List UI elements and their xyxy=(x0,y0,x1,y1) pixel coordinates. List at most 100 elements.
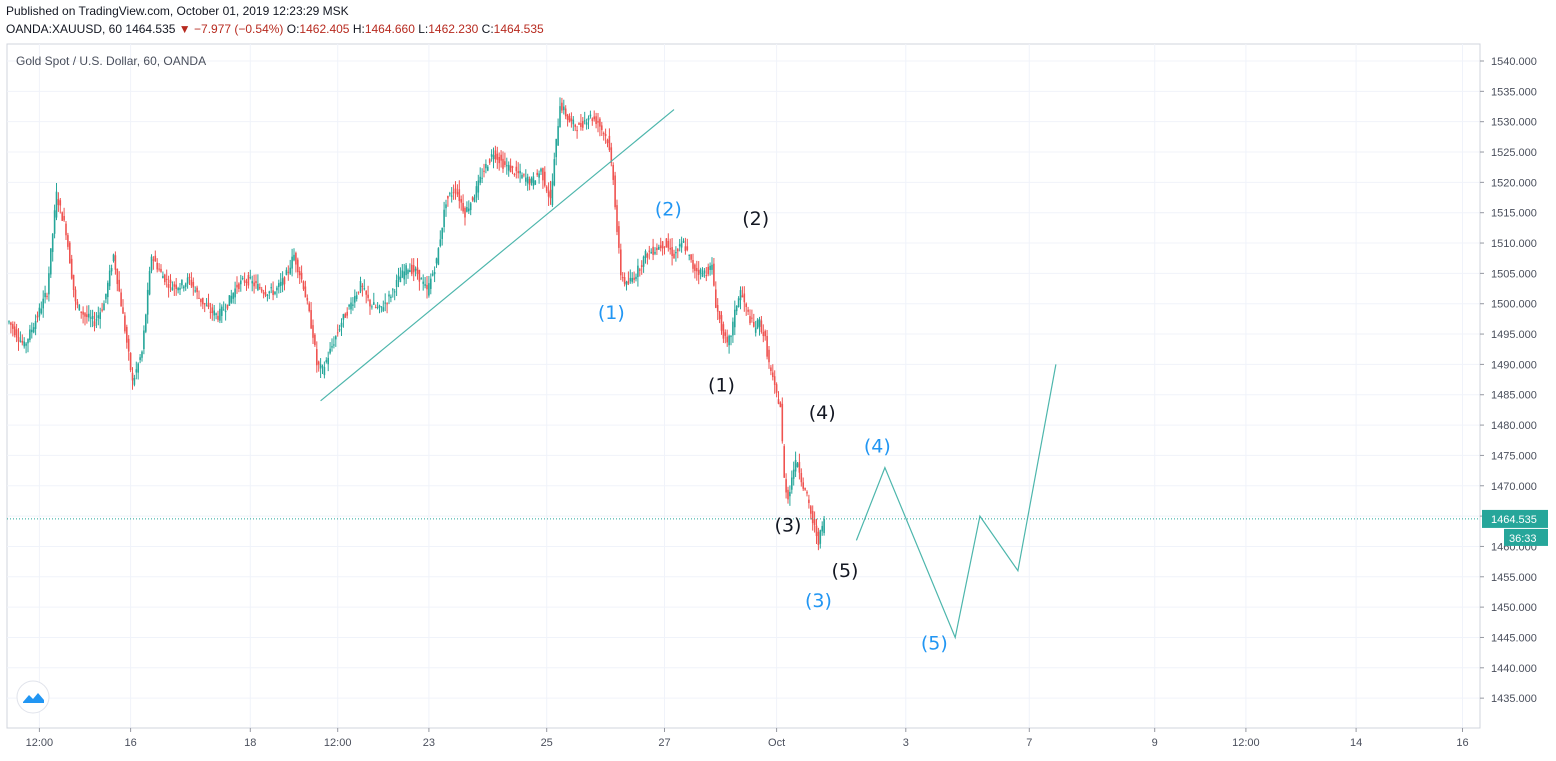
candle-body xyxy=(247,275,250,286)
candle-body xyxy=(730,336,732,338)
candle-body xyxy=(583,120,586,122)
wave-label: (1) xyxy=(708,375,735,397)
candle-body xyxy=(466,207,468,212)
candle-body xyxy=(639,269,641,271)
candle-body xyxy=(680,242,683,248)
candle-body xyxy=(523,174,525,176)
candle-body xyxy=(659,245,662,249)
candle-body xyxy=(181,280,183,286)
candle-body xyxy=(618,226,620,248)
wave-label: (5) xyxy=(832,560,859,582)
candle-body xyxy=(464,208,466,218)
candle-body xyxy=(192,281,195,288)
candle-body xyxy=(500,154,502,161)
candle-body xyxy=(107,282,109,298)
candle-body xyxy=(775,384,778,393)
candle-body xyxy=(810,506,812,514)
tradingview-logo-icon[interactable] xyxy=(16,680,50,714)
trendline xyxy=(320,109,675,402)
candle-body xyxy=(606,139,609,144)
candle-body xyxy=(300,272,303,280)
candle-body xyxy=(135,369,138,373)
candle-body xyxy=(183,286,185,289)
candle-body xyxy=(32,327,35,333)
candle-body xyxy=(414,268,417,271)
candle-body xyxy=(800,472,803,483)
candle-body xyxy=(355,295,358,300)
candle-body xyxy=(684,246,687,252)
candle-body xyxy=(792,469,795,479)
candle-body xyxy=(648,250,651,252)
candle-body xyxy=(57,199,60,206)
candle-body xyxy=(477,180,480,193)
candle-body xyxy=(82,311,84,315)
y-tick-label: 1535.000 xyxy=(1491,86,1537,98)
candle-body xyxy=(496,153,499,160)
candle-body xyxy=(325,360,328,363)
candle-body xyxy=(768,349,770,363)
candle-body xyxy=(764,330,766,337)
candle-body xyxy=(112,254,115,262)
candle-body xyxy=(469,203,472,211)
candle-body xyxy=(249,277,252,279)
candle-body xyxy=(27,338,29,344)
candle-body xyxy=(422,281,424,284)
candle-body xyxy=(270,287,272,289)
candle-body xyxy=(393,291,396,293)
candle-body xyxy=(420,278,423,280)
candle-body xyxy=(230,295,233,303)
candle-body xyxy=(454,188,457,193)
candle-body xyxy=(91,315,94,320)
x-tick-label: 7 xyxy=(1026,737,1032,749)
candle-body xyxy=(88,313,90,318)
candle-body xyxy=(278,283,280,288)
candle-body xyxy=(108,270,111,287)
candle-body xyxy=(146,289,149,315)
y-tick-label: 1510.000 xyxy=(1491,238,1537,250)
candle-body xyxy=(724,332,727,336)
candle-body xyxy=(129,352,132,371)
candle-body xyxy=(236,284,238,288)
candle-body xyxy=(211,307,214,314)
plot-area[interactable] xyxy=(6,43,1481,729)
y-tick-label: 1480.000 xyxy=(1491,420,1537,432)
candle-body xyxy=(226,304,229,309)
candle-body xyxy=(25,343,27,346)
candle-body xyxy=(460,199,462,203)
symbol-name[interactable]: OANDA:XAUUSD, 60 xyxy=(6,22,123,36)
candle-body xyxy=(245,281,248,283)
candle-body xyxy=(89,317,92,319)
candle-body xyxy=(291,256,293,269)
candle-body xyxy=(667,241,670,249)
candle-body xyxy=(217,315,219,320)
x-tick-label: 12:00 xyxy=(324,737,352,749)
x-tick-label: 12:00 xyxy=(26,737,54,749)
candle-body xyxy=(21,340,24,343)
candle-body xyxy=(12,324,14,329)
candle-body xyxy=(517,171,519,174)
candle-body xyxy=(791,477,793,490)
candle-body xyxy=(243,280,246,283)
y-tick-label: 1450.000 xyxy=(1491,602,1537,614)
candle-body xyxy=(137,363,139,373)
candle-body xyxy=(390,296,392,299)
candle-body xyxy=(595,116,597,125)
candle-body xyxy=(699,269,702,274)
candle-body xyxy=(411,264,413,275)
candle-body xyxy=(407,270,409,274)
y-tick-label: 1490.000 xyxy=(1491,359,1537,371)
candle-body xyxy=(321,366,324,368)
candle-body xyxy=(515,166,518,172)
candle-body xyxy=(813,519,816,526)
x-tick-label: 23 xyxy=(423,737,435,749)
candle-body xyxy=(198,297,200,299)
candle-body xyxy=(346,311,348,316)
candle-body xyxy=(468,208,470,212)
candle-body xyxy=(633,277,635,280)
candle-body xyxy=(528,179,531,185)
candle-body xyxy=(568,115,571,123)
candle-body xyxy=(124,315,126,332)
candle-body xyxy=(585,122,588,125)
y-tick-label: 1525.000 xyxy=(1491,147,1537,159)
